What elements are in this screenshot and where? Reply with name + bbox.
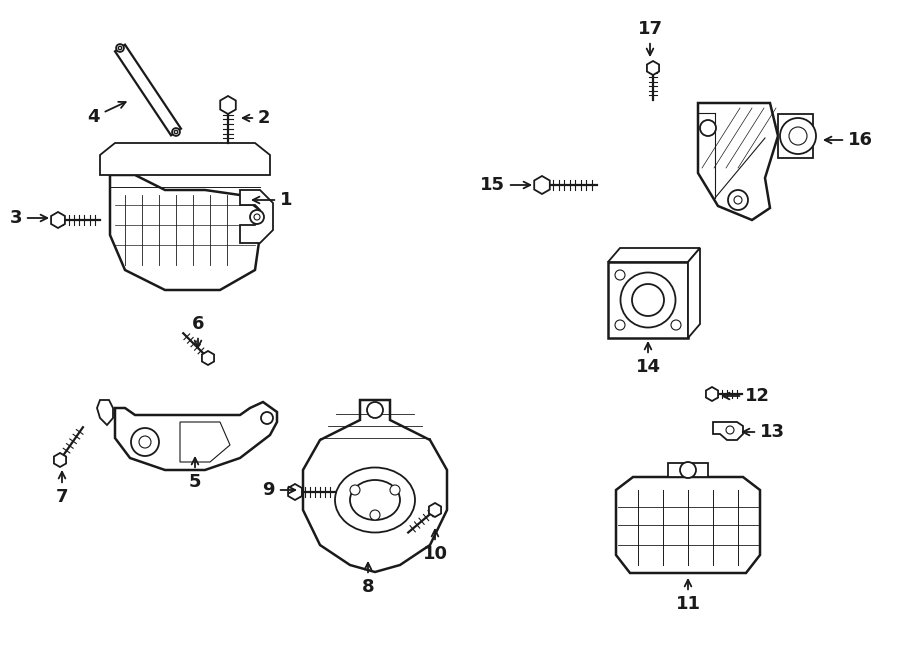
Polygon shape (115, 402, 277, 470)
Circle shape (116, 44, 124, 52)
Polygon shape (240, 190, 273, 243)
Text: 13: 13 (742, 423, 785, 441)
Circle shape (615, 270, 625, 280)
Polygon shape (110, 175, 260, 290)
Text: 5: 5 (189, 458, 202, 491)
Polygon shape (51, 212, 65, 228)
Circle shape (700, 120, 716, 136)
Text: 6: 6 (192, 315, 204, 347)
Polygon shape (97, 400, 113, 425)
Polygon shape (668, 463, 708, 477)
Text: 14: 14 (635, 343, 661, 376)
Text: 17: 17 (637, 20, 662, 55)
Text: 2: 2 (243, 109, 271, 127)
Text: 4: 4 (87, 102, 126, 126)
Text: 8: 8 (362, 563, 374, 596)
Ellipse shape (335, 467, 415, 532)
Circle shape (175, 130, 177, 134)
Circle shape (254, 214, 260, 220)
Circle shape (172, 128, 180, 136)
Text: 3: 3 (10, 209, 47, 227)
Polygon shape (429, 503, 441, 517)
Polygon shape (698, 103, 778, 220)
Circle shape (734, 196, 742, 204)
Polygon shape (54, 453, 66, 467)
Polygon shape (220, 96, 236, 114)
Circle shape (250, 210, 264, 224)
Circle shape (139, 436, 151, 448)
Circle shape (370, 510, 380, 520)
Polygon shape (608, 262, 688, 338)
Polygon shape (100, 143, 270, 175)
Polygon shape (115, 44, 181, 135)
Text: 15: 15 (480, 176, 530, 194)
Circle shape (390, 485, 400, 495)
Circle shape (780, 118, 816, 154)
Circle shape (671, 320, 681, 330)
Circle shape (615, 320, 625, 330)
Polygon shape (202, 351, 214, 365)
Ellipse shape (632, 284, 664, 316)
Text: 7: 7 (56, 472, 68, 506)
Circle shape (680, 462, 696, 478)
Polygon shape (535, 176, 550, 194)
Circle shape (118, 46, 122, 50)
Circle shape (726, 426, 734, 434)
Text: 12: 12 (723, 387, 770, 405)
Polygon shape (288, 484, 302, 500)
Polygon shape (647, 61, 659, 75)
Text: 16: 16 (824, 131, 873, 149)
Circle shape (261, 412, 273, 424)
Ellipse shape (620, 273, 676, 328)
Text: 10: 10 (422, 530, 447, 563)
Text: 9: 9 (263, 481, 295, 499)
Polygon shape (778, 114, 813, 158)
Polygon shape (713, 422, 743, 440)
Polygon shape (180, 422, 230, 462)
Ellipse shape (350, 480, 400, 520)
Circle shape (789, 127, 807, 145)
Polygon shape (303, 400, 447, 572)
Circle shape (350, 485, 360, 495)
Polygon shape (688, 248, 700, 338)
Polygon shape (616, 477, 760, 573)
Circle shape (131, 428, 159, 456)
Polygon shape (608, 248, 700, 262)
Text: 11: 11 (676, 580, 700, 613)
Circle shape (367, 402, 383, 418)
Polygon shape (706, 387, 718, 401)
Circle shape (728, 190, 748, 210)
Text: 1: 1 (253, 191, 292, 209)
